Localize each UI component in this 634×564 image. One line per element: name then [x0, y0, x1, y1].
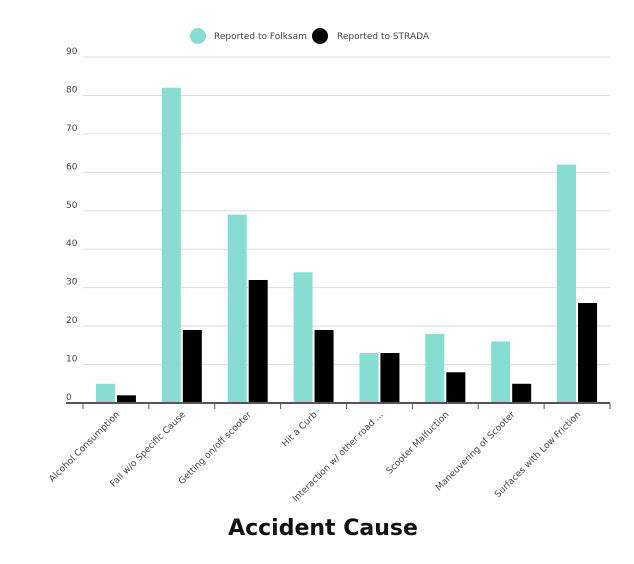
bar-strada[interactable] [182, 329, 202, 403]
y-tick-label: 70 [66, 124, 78, 134]
legend-swatch [312, 28, 328, 44]
y-tick-label: 40 [66, 239, 78, 249]
legend-label: Reported to STRADA [337, 32, 430, 42]
bar-strada[interactable] [116, 395, 136, 403]
x-category-label: Scooter Malfuction [385, 410, 452, 477]
y-tick-label: 90 [66, 47, 78, 57]
y-tick-label: 0 [66, 393, 72, 403]
y-tick-label: 20 [66, 316, 78, 326]
y-tick-label: 60 [66, 162, 78, 172]
bar-folksam[interactable] [425, 333, 445, 403]
legend-label: Reported to Folksam [214, 32, 307, 42]
x-category-label: Alcohol Consumption [48, 410, 122, 484]
y-tick-label: 10 [66, 355, 78, 365]
x-category-label: Hit a Curb [280, 410, 319, 449]
bar-strada[interactable] [314, 329, 334, 403]
legend-item-strada[interactable]: Reported to STRADA [312, 28, 430, 44]
x-category-label: Fall w/o Specific Cause [109, 410, 189, 490]
bar-strada[interactable] [512, 383, 532, 403]
y-tick-label: 50 [66, 201, 78, 211]
bar-strada[interactable] [380, 353, 400, 403]
legend-swatch [190, 28, 206, 44]
bar-folksam[interactable] [95, 383, 115, 403]
bar-strada[interactable] [578, 303, 598, 403]
legend[interactable]: Reported to Folksam Reported to STRADA [190, 28, 430, 44]
bar-strada[interactable] [446, 372, 466, 403]
bar-folksam[interactable] [293, 272, 313, 403]
bar-folksam[interactable] [359, 353, 379, 403]
x-axis-title: Accident Cause [228, 516, 418, 541]
bar-folksam[interactable] [491, 341, 511, 403]
legend-item-folksam[interactable]: Reported to Folksam [190, 28, 307, 44]
bar-folksam[interactable] [557, 164, 577, 403]
axis-layer: 0 10 20 30 40 50 60 70 80 90 Alcohol ConsumptionFa… [48, 47, 611, 504]
bars-layer [95, 87, 598, 403]
y-tick-label: 80 [66, 85, 78, 95]
bar-folksam[interactable] [227, 214, 247, 403]
y-tick-label: 30 [66, 278, 78, 288]
x-category-label: Getting on/off scooter [177, 410, 254, 487]
bar-folksam[interactable] [161, 87, 181, 403]
bar-strada[interactable] [248, 279, 268, 403]
